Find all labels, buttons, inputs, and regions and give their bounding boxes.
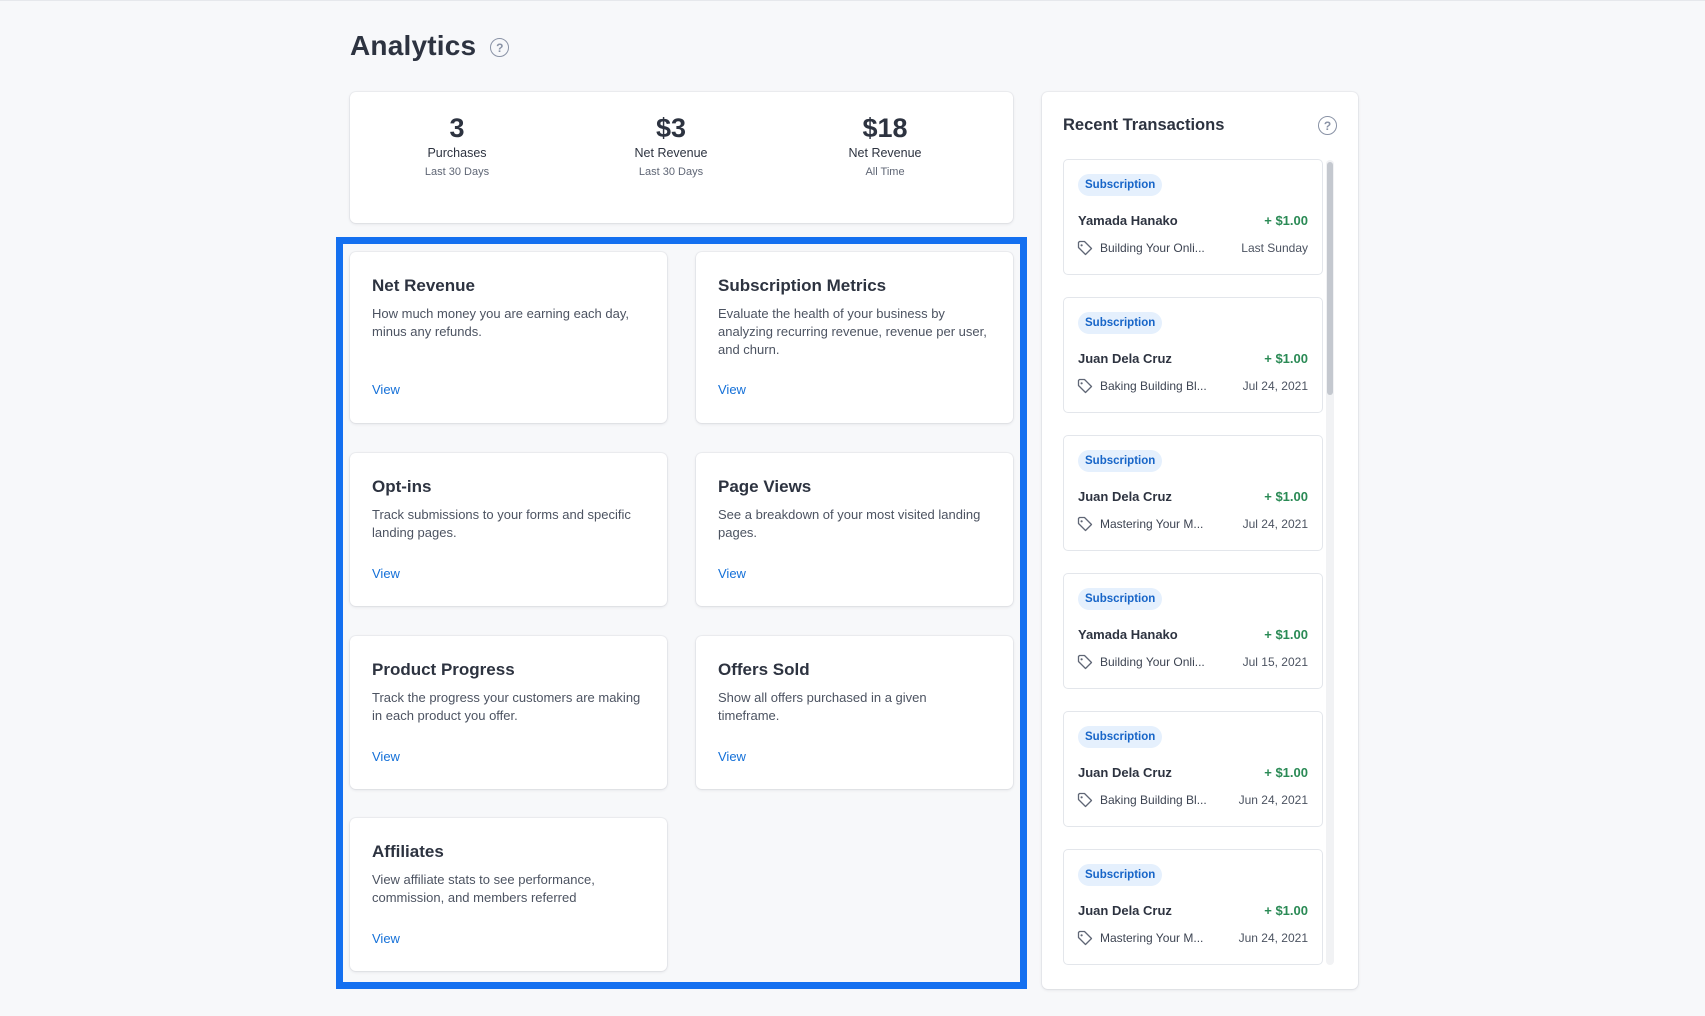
report-title: Opt-ins	[372, 477, 432, 496]
report-title: Net Revenue	[372, 276, 475, 295]
scrollbar-thumb[interactable]	[1327, 162, 1333, 395]
transaction-date: Jul 24, 2021	[1242, 379, 1308, 393]
stat-label: Net Revenue	[634, 146, 708, 160]
product-name: Baking Building Bl...	[1100, 793, 1207, 807]
product-name: Building Your Onli...	[1100, 241, 1205, 255]
customer-name: Yamada Hanako	[1078, 213, 1178, 228]
report-card-affiliates: Affiliates View affiliate stats to see p…	[350, 818, 667, 971]
stat-label: Purchases	[427, 146, 487, 160]
tag-icon	[1077, 516, 1093, 532]
transaction-item[interactable]: Subscription Juan Dela Cruz + $1.00 Baki…	[1063, 297, 1323, 413]
report-card-opt-ins: Opt-ins Track submissions to your forms …	[350, 453, 667, 606]
help-icon[interactable]: ?	[1318, 116, 1337, 135]
report-card-offers-sold: Offers Sold Show all offers purchased in…	[696, 636, 1013, 789]
transaction-date: Jun 24, 2021	[1238, 793, 1308, 807]
report-description: Track submissions to your forms and spec…	[372, 507, 631, 540]
stat-value: $3	[655, 113, 687, 143]
customer-name: Yamada Hanako	[1078, 627, 1178, 642]
report-card-product-progress: Product Progress Track the progress your…	[350, 636, 667, 789]
report-description: See a breakdown of your most visited lan…	[718, 507, 981, 540]
stat-label: Net Revenue	[848, 146, 922, 160]
subscription-badge: Subscription	[1078, 450, 1163, 472]
tag-icon	[1077, 654, 1093, 670]
report-description: View affiliate stats to see performance,…	[372, 872, 595, 905]
view-net-revenue-link[interactable]: View	[372, 382, 400, 397]
customer-name: Juan Dela Cruz	[1078, 489, 1172, 504]
transaction-amount: + $1.00	[1264, 903, 1308, 918]
stat-period: All Time	[865, 166, 905, 178]
view-subscription-metrics-link[interactable]: View	[718, 382, 746, 397]
transaction-amount: + $1.00	[1264, 213, 1308, 228]
report-title: Page Views	[718, 477, 812, 496]
transaction-item[interactable]: Subscription Yamada Hanako + $1.00 Build…	[1063, 159, 1323, 275]
report-card-net-revenue: Net Revenue How much money you are earni…	[350, 252, 667, 423]
transaction-amount: + $1.00	[1264, 627, 1308, 642]
transaction-date: Jun 24, 2021	[1238, 931, 1308, 945]
transaction-amount: + $1.00	[1264, 489, 1308, 504]
stat-period: Last 30 Days	[424, 166, 490, 178]
view-affiliates-link[interactable]: View	[372, 931, 400, 946]
transaction-amount: + $1.00	[1264, 765, 1308, 780]
tag-icon	[1077, 792, 1093, 808]
report-description: Evaluate the health of your business by …	[718, 306, 987, 357]
product-name: Mastering Your M...	[1100, 517, 1204, 531]
recent-transactions-panel: Recent Transactions ? Subscription Yamad…	[1042, 92, 1358, 989]
transaction-item[interactable]: Subscription Juan Dela Cruz + $1.00 Mast…	[1063, 849, 1323, 965]
help-icon[interactable]: ?	[490, 38, 510, 57]
subscription-badge: Subscription	[1078, 588, 1163, 610]
tag-icon	[1077, 930, 1093, 946]
report-description: Track the progress your customers are ma…	[372, 690, 641, 723]
view-product-progress-link[interactable]: View	[372, 749, 400, 764]
transaction-item[interactable]: Subscription Juan Dela Cruz + $1.00 Baki…	[1063, 711, 1323, 827]
report-title: Subscription Metrics	[718, 276, 887, 295]
stat-purchases: 3 Purchases Last 30 Days	[350, 112, 564, 223]
page-header: Analytics ?	[350, 30, 510, 62]
stat-net-revenue-all-time: $18 Net Revenue All Time	[778, 112, 992, 223]
stat-value: 3	[449, 113, 465, 143]
customer-name: Juan Dela Cruz	[1078, 765, 1172, 780]
customer-name: Juan Dela Cruz	[1078, 903, 1172, 918]
product-name: Building Your Onli...	[1100, 655, 1205, 669]
product-name: Mastering Your M...	[1100, 931, 1204, 945]
view-opt-ins-link[interactable]: View	[372, 566, 400, 581]
subscription-badge: Subscription	[1078, 864, 1163, 886]
view-page-views-link[interactable]: View	[718, 566, 746, 581]
stats-summary-card: 3 Purchases Last 30 Days $3 Net Revenue …	[350, 92, 1013, 223]
tag-icon	[1077, 378, 1093, 394]
transaction-amount: + $1.00	[1264, 351, 1308, 366]
top-divider	[0, 0, 1705, 1]
report-title: Affiliates	[372, 842, 444, 861]
panel-title: Recent Transactions	[1063, 116, 1225, 134]
product-name: Baking Building Bl...	[1100, 379, 1207, 393]
report-description: Show all offers purchased in a given tim…	[718, 690, 927, 723]
transaction-item[interactable]: Subscription Yamada Hanako + $1.00 Build…	[1063, 573, 1323, 689]
customer-name: Juan Dela Cruz	[1078, 351, 1172, 366]
stat-value: $18	[862, 113, 908, 143]
report-description: How much money you are earning each day,…	[372, 306, 630, 339]
subscription-badge: Subscription	[1078, 174, 1163, 196]
tag-icon	[1077, 240, 1093, 256]
report-title: Offers Sold	[718, 660, 810, 679]
subscription-badge: Subscription	[1078, 312, 1163, 334]
transaction-date: Jul 24, 2021	[1242, 517, 1308, 531]
scrollbar-track[interactable]	[1326, 160, 1334, 965]
page-title: Analytics	[350, 30, 477, 61]
report-card-page-views: Page Views See a breakdown of your most …	[696, 453, 1013, 606]
stat-net-revenue-30-days: $3 Net Revenue Last 30 Days	[564, 112, 778, 223]
transaction-date: Last Sunday	[1241, 241, 1308, 255]
report-card-subscription-metrics: Subscription Metrics Evaluate the health…	[696, 252, 1013, 423]
view-offers-sold-link[interactable]: View	[718, 749, 746, 764]
subscription-badge: Subscription	[1078, 726, 1163, 748]
transaction-item[interactable]: Subscription Juan Dela Cruz + $1.00 Mast…	[1063, 435, 1323, 551]
report-title: Product Progress	[372, 660, 515, 679]
transaction-date: Jul 15, 2021	[1242, 655, 1308, 669]
stat-period: Last 30 Days	[638, 166, 704, 178]
